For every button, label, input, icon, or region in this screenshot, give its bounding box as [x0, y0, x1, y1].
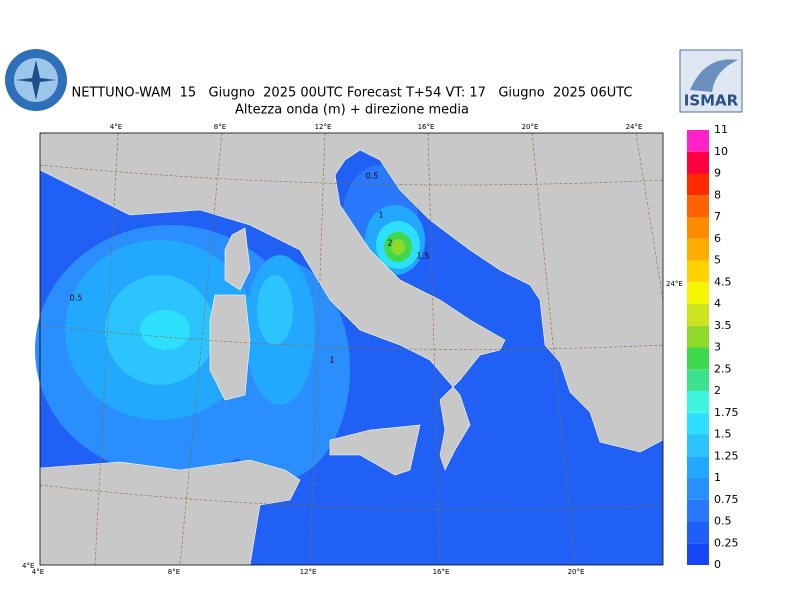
top-axis-label: 16°E: [418, 123, 435, 131]
top-axis-label: 4°E: [110, 123, 122, 131]
map: [35, 132, 664, 566]
colorbar-segment: [687, 151, 709, 174]
colorbar-segment: [687, 391, 709, 413]
top-axis-label: 8°E: [214, 123, 226, 131]
logo-left: [5, 49, 67, 111]
logo-right: ISMAR: [679, 49, 743, 113]
colorbar-label: 11: [714, 123, 728, 136]
colorbar-label: 0.25: [714, 536, 739, 549]
colorbar-segment: [687, 412, 709, 435]
colorbar-segment: [687, 282, 709, 304]
graticule: [39, 132, 664, 566]
land: [39, 132, 664, 471]
colorbar-segment: [687, 521, 709, 544]
map-frame: [39, 132, 664, 566]
colorbar-label: 3: [714, 341, 721, 354]
top-axis-label: 24°E: [626, 123, 643, 131]
bottom-axis-label: 4°E: [32, 568, 44, 576]
top-axis-label: 12°E: [315, 123, 332, 131]
colorbar-label: 1.5: [714, 428, 732, 441]
contour-label: 0.5: [70, 294, 83, 303]
colorbar-label: 0: [714, 558, 721, 571]
colorbar-segment: [687, 325, 709, 348]
title: NETTUNO-WAM 15 Giugno 2025 00UTC Forecas…: [71, 86, 632, 101]
colorbar-segment: [687, 130, 709, 152]
corsica: [224, 227, 251, 291]
colorbar-segment: [687, 238, 709, 261]
colorbar-label: 9: [714, 167, 721, 180]
contour-label: 1: [329, 356, 334, 365]
colorbar-segment: [687, 434, 709, 457]
colorbar-label: 1.75: [714, 406, 739, 419]
colorbar-segment: [687, 456, 709, 478]
contour-label: 1: [378, 211, 383, 220]
wave-field: [35, 165, 425, 480]
sicily: [329, 424, 421, 476]
colorbar-segment: [687, 543, 709, 565]
top-axis-label: 20°E: [522, 123, 539, 131]
colorbar-label: 4.5: [714, 275, 732, 288]
right-axis-label: 24°E: [666, 280, 683, 288]
colorbar-segment: [687, 478, 709, 500]
colorbar-label: 2.5: [714, 362, 732, 375]
colorbar-segment: [687, 369, 709, 391]
colorbar-segment: [687, 195, 709, 217]
colorbar-label: 7: [714, 210, 721, 223]
colorbar-segment: [687, 304, 709, 326]
colorbar-segment: [687, 217, 709, 239]
sardinia: [209, 294, 251, 401]
bottom-axis-label: 16°E: [433, 568, 450, 576]
colorbar-label: 3.5: [714, 319, 732, 332]
logo-text: ISMAR: [684, 92, 739, 110]
colorbar-segment: [687, 173, 709, 196]
contour-label: 1.5: [417, 252, 430, 261]
colorbar-segment: [687, 260, 709, 283]
bottom-axis-label: 12°E: [300, 568, 317, 576]
colorbar-segment: [687, 499, 709, 522]
colorbar-label: 0.75: [714, 493, 739, 506]
colorbar-label: 0.5: [714, 515, 732, 528]
contour-label: 0.5: [366, 172, 379, 181]
colorbar-segment: [687, 347, 709, 370]
colorbar-label: 2: [714, 384, 721, 397]
colorbar-label: 5: [714, 254, 721, 267]
bottom-axis-label: 8°E: [168, 568, 180, 576]
contour-label: 2: [387, 239, 392, 248]
bottom-axis-label: 20°E: [568, 568, 585, 576]
colorbar-label: 4: [714, 297, 721, 310]
subtitle: Altezza onda (m) + direzione media: [235, 103, 469, 118]
colorbar-label: 6: [714, 232, 721, 245]
colorbar-label: 10: [714, 145, 728, 158]
corner-label: 4°E: [22, 562, 34, 570]
colorbar-label: 8: [714, 188, 721, 201]
colorbar-label: 1.25: [714, 449, 739, 462]
colorbar-label: 1: [714, 471, 721, 484]
